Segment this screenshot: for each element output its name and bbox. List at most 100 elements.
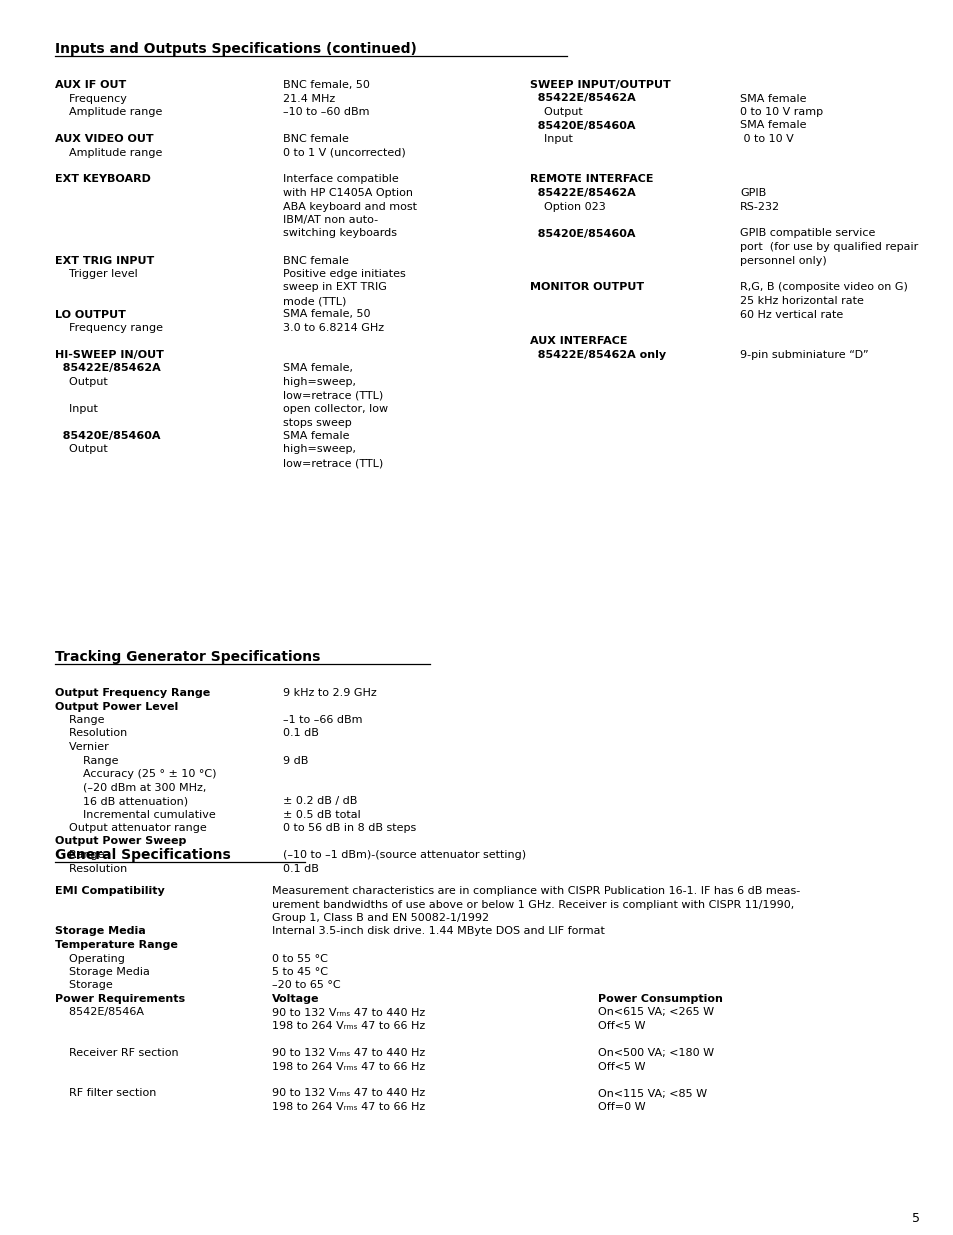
Text: 3.0 to 6.8214 GHz: 3.0 to 6.8214 GHz (283, 324, 384, 333)
Text: Temperature Range: Temperature Range (55, 940, 177, 950)
Text: 85422E/85462A: 85422E/85462A (55, 363, 161, 373)
Text: Output: Output (55, 377, 108, 387)
Text: Frequency range: Frequency range (55, 324, 163, 333)
Text: Output: Output (530, 107, 582, 117)
Text: Interface compatible: Interface compatible (283, 174, 398, 184)
Text: 9 kHz to 2.9 GHz: 9 kHz to 2.9 GHz (283, 688, 376, 698)
Text: RF filter section: RF filter section (55, 1088, 156, 1098)
Text: BNC female, 50: BNC female, 50 (283, 80, 370, 90)
Text: AUX INTERFACE: AUX INTERFACE (530, 336, 627, 347)
Text: 90 to 132 Vᵣₘₛ 47 to 440 Hz: 90 to 132 Vᵣₘₛ 47 to 440 Hz (272, 1088, 425, 1098)
Text: open collector, low: open collector, low (283, 404, 388, 414)
Text: SMA female: SMA female (283, 431, 349, 441)
Text: On<115 VA; <85 W: On<115 VA; <85 W (598, 1088, 706, 1098)
Text: Output Frequency Range: Output Frequency Range (55, 688, 210, 698)
Text: HI-SWEEP IN/OUT: HI-SWEEP IN/OUT (55, 350, 164, 359)
Text: 9 dB: 9 dB (283, 756, 308, 766)
Text: Range: Range (55, 715, 105, 725)
Text: EMI Compatibility: EMI Compatibility (55, 885, 165, 897)
Text: Off<5 W: Off<5 W (598, 1021, 645, 1031)
Text: (–20 dBm at 300 MHz,: (–20 dBm at 300 MHz, (55, 783, 206, 793)
Text: 16 dB attenuation): 16 dB attenuation) (55, 797, 188, 806)
Text: MONITOR OUTPUT: MONITOR OUTPUT (530, 283, 643, 293)
Text: Resolution: Resolution (55, 863, 127, 873)
Text: 60 Hz vertical rate: 60 Hz vertical rate (740, 310, 842, 320)
Text: 90 to 132 Vᵣₘₛ 47 to 440 Hz: 90 to 132 Vᵣₘₛ 47 to 440 Hz (272, 1049, 425, 1058)
Text: 21.4 MHz: 21.4 MHz (283, 94, 335, 104)
Text: 198 to 264 Vᵣₘₛ 47 to 66 Hz: 198 to 264 Vᵣₘₛ 47 to 66 Hz (272, 1102, 425, 1112)
Text: 85422E/85462A: 85422E/85462A (530, 188, 635, 198)
Text: Range: Range (55, 756, 118, 766)
Text: Output Power Sweep: Output Power Sweep (55, 836, 186, 846)
Text: Measurement characteristics are in compliance with CISPR Publication 16-1. IF ha: Measurement characteristics are in compl… (272, 885, 800, 897)
Text: 85420E/85460A: 85420E/85460A (55, 431, 160, 441)
Text: personnel only): personnel only) (740, 256, 826, 266)
Text: high=sweep,: high=sweep, (283, 445, 355, 454)
Text: RS-232: RS-232 (740, 201, 780, 211)
Text: 85422E/85462A only: 85422E/85462A only (530, 350, 665, 359)
Text: Receiver RF section: Receiver RF section (55, 1049, 178, 1058)
Text: Option 023: Option 023 (530, 201, 605, 211)
Text: AUX VIDEO OUT: AUX VIDEO OUT (55, 135, 153, 144)
Text: 198 to 264 Vᵣₘₛ 47 to 66 Hz: 198 to 264 Vᵣₘₛ 47 to 66 Hz (272, 1021, 425, 1031)
Text: R,G, B (composite video on G): R,G, B (composite video on G) (740, 283, 907, 293)
Text: 0 to 56 dB in 8 dB steps: 0 to 56 dB in 8 dB steps (283, 823, 416, 832)
Text: –20 to 65 °C: –20 to 65 °C (272, 981, 340, 990)
Text: 8542E/8546A: 8542E/8546A (55, 1008, 144, 1018)
Text: 9-pin subminiature “D”: 9-pin subminiature “D” (740, 350, 868, 359)
Text: BNC female: BNC female (283, 256, 349, 266)
Text: with HP C1405A Option: with HP C1405A Option (283, 188, 413, 198)
Text: AUX IF OUT: AUX IF OUT (55, 80, 126, 90)
Text: –10 to –60 dBm: –10 to –60 dBm (283, 107, 369, 117)
Text: 90 to 132 Vᵣₘₛ 47 to 440 Hz: 90 to 132 Vᵣₘₛ 47 to 440 Hz (272, 1008, 425, 1018)
Text: Group 1, Class B and EN 50082-1/1992: Group 1, Class B and EN 50082-1/1992 (272, 913, 489, 923)
Text: low=retrace (TTL): low=retrace (TTL) (283, 458, 383, 468)
Text: Voltage: Voltage (272, 994, 319, 1004)
Text: Incremental cumulative: Incremental cumulative (55, 809, 215, 820)
Text: low=retrace (TTL): low=retrace (TTL) (283, 390, 383, 400)
Text: 0 to 1 V (uncorrected): 0 to 1 V (uncorrected) (283, 147, 405, 158)
Text: GPIB: GPIB (740, 188, 765, 198)
Text: Inputs and Outputs Specifications (continued): Inputs and Outputs Specifications (conti… (55, 42, 416, 56)
Text: Off=0 W: Off=0 W (598, 1102, 645, 1112)
Text: Storage: Storage (55, 981, 112, 990)
Text: On<500 VA; <180 W: On<500 VA; <180 W (598, 1049, 714, 1058)
Text: SMA female, 50: SMA female, 50 (283, 310, 370, 320)
Text: GPIB compatible service: GPIB compatible service (740, 228, 875, 238)
Text: Positive edge initiates: Positive edge initiates (283, 269, 405, 279)
Text: 0 to 10 V ramp: 0 to 10 V ramp (740, 107, 822, 117)
Text: EXT TRIG INPUT: EXT TRIG INPUT (55, 256, 154, 266)
Text: Output Power Level: Output Power Level (55, 701, 178, 711)
Text: 0 to 55 °C: 0 to 55 °C (272, 953, 328, 963)
Text: Operating: Operating (55, 953, 125, 963)
Text: 0.1 dB: 0.1 dB (283, 729, 318, 739)
Text: SMA female: SMA female (740, 94, 805, 104)
Text: Storage Media: Storage Media (55, 926, 146, 936)
Text: Output attenuator range: Output attenuator range (55, 823, 207, 832)
Text: LO OUTPUT: LO OUTPUT (55, 310, 126, 320)
Text: Range: Range (55, 850, 105, 860)
Text: REMOTE INTERFACE: REMOTE INTERFACE (530, 174, 653, 184)
Text: urement bandwidths of use above or below 1 GHz. Receiver is compliant with CISPR: urement bandwidths of use above or below… (272, 899, 794, 909)
Text: IBM/AT non auto-: IBM/AT non auto- (283, 215, 377, 225)
Text: Input: Input (530, 135, 572, 144)
Text: 0 to 10 V: 0 to 10 V (740, 135, 793, 144)
Text: 85422E/85462A: 85422E/85462A (530, 94, 635, 104)
Text: stops sweep: stops sweep (283, 417, 352, 427)
Text: Input: Input (55, 404, 98, 414)
Text: (–10 to –1 dBm)-(source attenuator setting): (–10 to –1 dBm)-(source attenuator setti… (283, 850, 525, 860)
Text: Tracking Generator Specifications: Tracking Generator Specifications (55, 650, 320, 664)
Text: Vernier: Vernier (55, 742, 109, 752)
Text: Off<5 W: Off<5 W (598, 1062, 645, 1072)
Text: Internal 3.5-inch disk drive. 1.44 MByte DOS and LIF format: Internal 3.5-inch disk drive. 1.44 MByte… (272, 926, 604, 936)
Text: Output: Output (55, 445, 108, 454)
Text: Power Requirements: Power Requirements (55, 994, 185, 1004)
Text: 5 to 45 °C: 5 to 45 °C (272, 967, 328, 977)
Text: EXT KEYBOARD: EXT KEYBOARD (55, 174, 151, 184)
Text: high=sweep,: high=sweep, (283, 377, 355, 387)
Text: 5: 5 (911, 1212, 919, 1225)
Text: –1 to –66 dBm: –1 to –66 dBm (283, 715, 362, 725)
Text: SMA female: SMA female (740, 121, 805, 131)
Text: 0.1 dB: 0.1 dB (283, 863, 318, 873)
Text: Amplitude range: Amplitude range (55, 107, 162, 117)
